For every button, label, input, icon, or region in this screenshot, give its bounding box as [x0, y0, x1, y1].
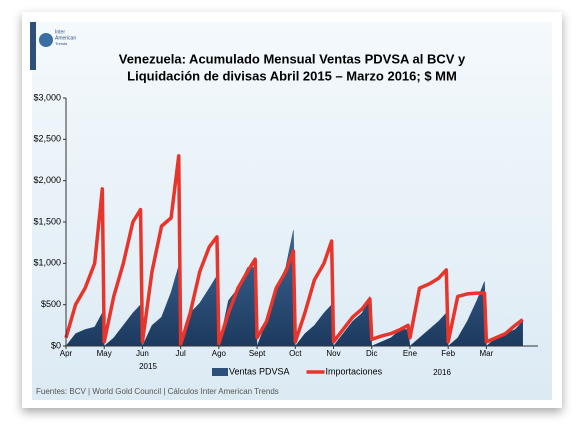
chart-title: Liquidación de divisas Abril 2015 – Marz…	[127, 68, 457, 83]
x-tick-label: Mar	[480, 349, 494, 358]
x-tick-label: Nov	[326, 349, 340, 358]
y-tick-label: $500	[41, 299, 61, 309]
line	[64, 154, 524, 347]
x-tick-label: Dic	[366, 349, 378, 358]
logo-bar	[30, 22, 36, 70]
x-tick-label: Apr	[60, 349, 73, 358]
x-tick-label: Feb	[441, 349, 455, 358]
legend-label: Ventas PDVSA	[229, 366, 290, 376]
y-tick-label: $1,000	[33, 258, 61, 268]
chart-title: Venezuela: Acumulado Mensual Ventas PDVS…	[119, 51, 466, 66]
x-tick-label: Ene	[403, 349, 418, 358]
y-tick-label: $0	[51, 340, 61, 350]
legend-label: Importaciones	[326, 366, 383, 376]
x-tick-label: Oct	[289, 349, 302, 358]
x-tick-label: May	[97, 349, 112, 358]
x-tick-label: Ago	[212, 349, 227, 358]
logo-text: Inter	[55, 29, 65, 35]
x-tick-label: Sept	[249, 349, 266, 358]
legend-swatch	[212, 368, 228, 376]
y-tick-label: $2,000	[33, 175, 61, 185]
year-label: 2015	[139, 362, 157, 371]
source: Fuentes: BCV | World Gold Council | Cálc…	[36, 387, 279, 396]
y-tick-label: $2,500	[33, 134, 61, 144]
year-label: 2016	[433, 368, 451, 377]
x-tick-label: Jun	[136, 349, 149, 358]
y-tick-label: $3,000	[33, 92, 61, 102]
logo-text: American	[55, 35, 76, 41]
y-tick-label: $1,500	[33, 216, 61, 226]
x-tick-label: Jul	[176, 349, 186, 358]
logo-globe	[39, 33, 53, 47]
logo-text: Trends	[55, 41, 67, 46]
